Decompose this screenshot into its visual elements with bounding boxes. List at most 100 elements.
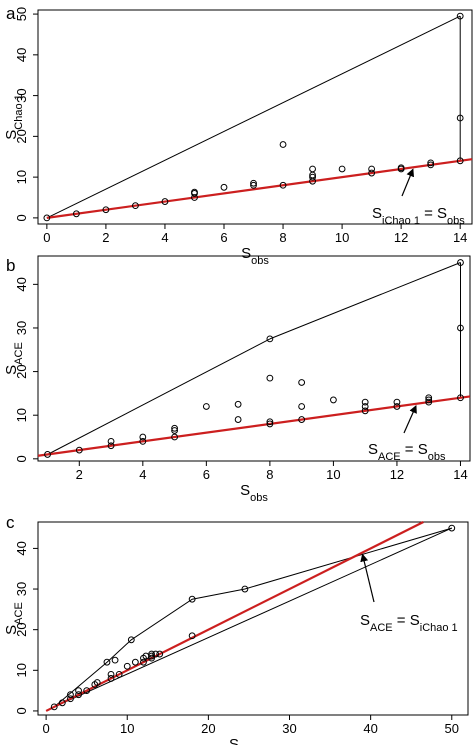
data-point	[309, 173, 316, 181]
x-tick-label: 40	[363, 721, 377, 736]
data-point	[241, 585, 249, 593]
envelope-line	[269, 262, 461, 340]
identity-line	[45, 521, 424, 712]
data-point	[368, 165, 376, 173]
data-point	[161, 198, 169, 205]
data-point	[330, 396, 337, 404]
x-tick-label: 50	[445, 721, 459, 736]
data-point	[103, 658, 111, 666]
data-point	[393, 403, 401, 410]
data-point	[72, 210, 80, 218]
x-tick-label: 0	[42, 721, 49, 736]
x-tick-label: 0	[43, 230, 50, 245]
data-point	[220, 183, 228, 191]
data-point	[191, 194, 198, 201]
annotation-symbol: S	[372, 205, 382, 222]
y-tick-label: 40	[14, 48, 29, 62]
data-point	[171, 424, 178, 432]
data-point	[250, 181, 257, 189]
annotation-arrow	[360, 553, 375, 603]
data-point	[279, 181, 287, 189]
y-tick-label: 10	[14, 408, 29, 422]
annotation-arrow	[403, 404, 417, 434]
annotation-sub-left: ACE	[370, 622, 393, 634]
data-point	[67, 695, 74, 703]
data-point	[298, 379, 306, 386]
plot-frame	[37, 9, 473, 225]
x-axis-label: Sobs	[241, 245, 269, 267]
data-point	[457, 324, 464, 332]
y-tick-label: 40	[14, 541, 29, 555]
x-tick-label: 4	[139, 467, 146, 482]
data-point	[139, 437, 147, 445]
data-point	[234, 400, 242, 408]
annotation-sub-right: obs	[428, 451, 446, 463]
data-point	[107, 670, 115, 678]
x-tick-label: 6	[203, 467, 210, 482]
x-tick-label: 30	[282, 721, 296, 736]
x-tick-label: 4	[161, 230, 168, 245]
data-point	[83, 687, 91, 695]
annotation-equals: = S	[401, 441, 428, 458]
panel-letter-b: b	[6, 256, 15, 275]
annotation-sub-right: iChao 1	[420, 622, 458, 634]
data-point	[309, 165, 316, 173]
data-point	[139, 433, 147, 441]
y-axis-subscript: ACE	[13, 342, 25, 365]
data-point	[152, 650, 160, 658]
data-point	[266, 374, 274, 382]
data-point	[427, 161, 435, 169]
x-tick-label: 8	[279, 230, 286, 245]
x-axis-subscript: obs	[250, 492, 268, 504]
data-point	[456, 157, 464, 165]
x-tick-label: 10	[326, 467, 340, 482]
data-point	[361, 407, 369, 415]
data-point	[123, 662, 131, 670]
plot-frame	[37, 255, 471, 462]
data-point	[361, 403, 369, 410]
annotation-sub-left: iChao 1	[382, 215, 420, 227]
x-axis-subscript: obs	[251, 255, 269, 267]
annotation-equals: = S	[393, 612, 420, 629]
annotation-symbol: S	[360, 612, 370, 629]
identity-line	[37, 395, 471, 457]
x-tick-label: 14	[453, 467, 467, 482]
data-point	[140, 658, 147, 666]
x-tick-label: 20	[201, 721, 215, 736]
annotation-label: SACE = SiChao 1	[360, 612, 458, 634]
data-point	[50, 703, 58, 711]
data-point	[457, 394, 464, 402]
y-tick-label: 20	[14, 364, 29, 378]
data-point	[171, 427, 178, 434]
data-point	[188, 632, 196, 640]
data-point	[44, 451, 51, 458]
y-tick-label: 40	[14, 277, 29, 291]
data-point	[148, 652, 155, 660]
data-point	[425, 396, 433, 404]
data-point	[298, 403, 306, 410]
data-point	[115, 670, 123, 678]
x-tick-label: 8	[266, 467, 273, 482]
y-tick-label: 50	[14, 7, 29, 21]
identity-line	[46, 158, 473, 219]
x-axis-label: SiChao 1	[229, 736, 277, 745]
x-axis-symbol: S	[241, 245, 251, 262]
data-point	[266, 420, 274, 428]
data-point	[338, 165, 346, 173]
data-point	[456, 114, 464, 122]
data-point	[191, 188, 198, 196]
y-tick-label: 0	[14, 455, 29, 462]
data-point	[250, 179, 257, 187]
data-point	[425, 394, 433, 402]
data-point	[75, 691, 82, 699]
x-axis-symbol: S	[240, 482, 250, 499]
y-tick-label: 20	[14, 622, 29, 636]
x-tick-label: 10	[335, 230, 349, 245]
y-axis-label: SACE	[3, 602, 25, 635]
data-point	[93, 679, 101, 686]
y-tick-label: 10	[14, 170, 29, 184]
data-point	[202, 403, 210, 410]
data-point	[361, 398, 369, 406]
